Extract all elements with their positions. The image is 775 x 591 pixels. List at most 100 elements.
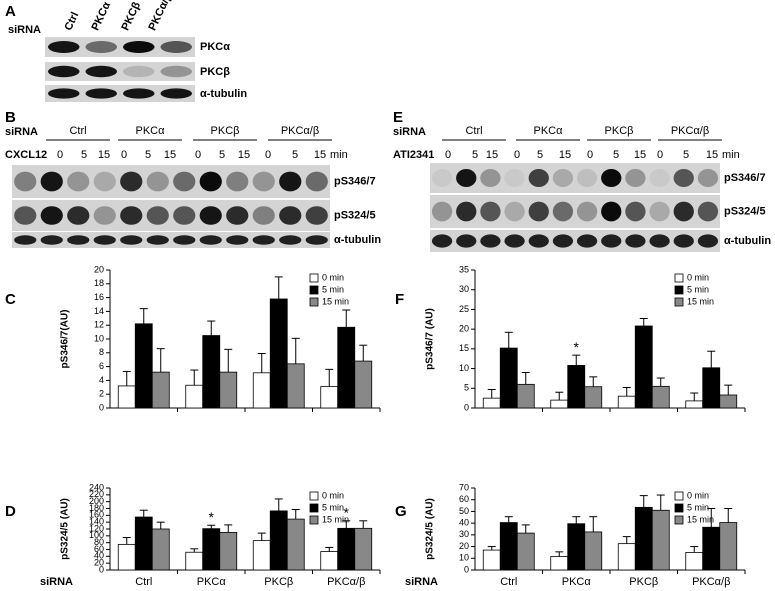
band-label: pS346/7 — [334, 175, 376, 187]
band — [48, 65, 80, 78]
x-tick-label: PKCβ — [264, 576, 293, 588]
x-axis-label: siRNA — [40, 576, 73, 588]
bar — [634, 325, 653, 409]
band-label: α-tubulin — [200, 88, 247, 100]
bar — [634, 506, 653, 571]
x-axis-label: siRNA — [405, 576, 438, 588]
y-tick-label: 16 — [94, 292, 104, 302]
bar — [482, 549, 501, 571]
band — [456, 234, 477, 248]
band — [48, 41, 80, 53]
y-tick-label: 2 — [99, 389, 104, 399]
legend-swatch — [674, 273, 684, 283]
band — [85, 65, 117, 78]
band — [625, 234, 646, 248]
bar — [320, 551, 339, 571]
band — [601, 169, 622, 187]
band — [431, 169, 453, 187]
band-label: α-tubulin — [724, 235, 771, 247]
group-label: PKCβ — [605, 125, 634, 137]
bar — [337, 326, 356, 409]
y-tick-label: 100 — [89, 530, 104, 540]
panel-label: A — [5, 3, 16, 20]
band-label: pS346/7 — [724, 172, 766, 184]
y-tick-label: 20 — [459, 324, 469, 334]
x-tick-label: PKCα/β — [692, 576, 730, 588]
time-label: 15 — [634, 149, 646, 161]
legend-label: 5 min — [687, 502, 709, 512]
band — [625, 169, 646, 187]
legend-label: 5 min — [322, 502, 344, 512]
y-tick-label: 10 — [459, 363, 469, 373]
bar — [617, 395, 636, 409]
band — [456, 169, 477, 187]
time-label: 15 — [706, 149, 718, 161]
band — [697, 234, 719, 248]
legend-label: 0 min — [687, 272, 709, 282]
band — [120, 171, 143, 192]
y-tick-label: 25 — [459, 304, 469, 314]
band — [305, 235, 328, 245]
band-label: PKCα — [200, 41, 230, 53]
y-axis-label: pS346/7(AU) — [60, 310, 71, 369]
lane-label: Ctrl — [62, 10, 81, 32]
blot — [45, 62, 195, 81]
bar — [651, 385, 670, 409]
bar — [584, 386, 603, 409]
bar — [134, 323, 153, 409]
band — [85, 88, 117, 99]
bar — [702, 526, 721, 571]
y-tick-label: 30 — [459, 529, 469, 539]
legend-label: 0 min — [322, 490, 344, 500]
panel-label: E — [393, 109, 403, 126]
y-tick-label: 0 — [464, 564, 469, 574]
time-label: 5 — [613, 149, 619, 161]
band — [480, 234, 501, 248]
group-label: Ctrl — [69, 125, 86, 137]
band — [279, 206, 302, 225]
bar — [499, 347, 518, 409]
y-tick-label: 220 — [89, 489, 104, 499]
group-label: Ctrl — [465, 125, 482, 137]
time-label: 15 — [486, 149, 498, 161]
band — [40, 206, 63, 225]
band — [576, 169, 598, 187]
legend-swatch — [674, 515, 684, 525]
blot — [45, 85, 195, 102]
bar — [320, 386, 339, 409]
bar — [482, 397, 501, 409]
blot — [12, 232, 330, 248]
blot — [45, 37, 195, 57]
band — [528, 234, 549, 248]
bar — [516, 532, 535, 571]
band — [14, 235, 37, 245]
legend-swatch — [674, 285, 684, 295]
y-tick-label: 180 — [89, 503, 104, 513]
y-tick-label: 4 — [99, 375, 104, 385]
bar — [567, 523, 586, 571]
band — [67, 235, 90, 245]
band — [480, 201, 501, 222]
band — [649, 234, 670, 248]
band — [85, 41, 117, 53]
legend-label: 15 min — [687, 296, 714, 306]
band-label: pS324/5 — [334, 209, 376, 221]
band — [673, 201, 694, 222]
band — [67, 171, 90, 192]
bar — [252, 372, 271, 409]
y-tick-label: 20 — [94, 264, 104, 274]
band — [173, 171, 196, 192]
row-label: siRNA — [5, 126, 38, 138]
bar — [151, 528, 170, 571]
band — [14, 171, 37, 192]
band — [173, 206, 196, 225]
y-tick-label: 5 — [464, 383, 469, 393]
bar — [617, 543, 636, 571]
legend-swatch — [309, 491, 319, 501]
band — [552, 201, 574, 222]
blot — [430, 163, 720, 193]
annotation: * — [344, 505, 350, 521]
unit-label: min — [330, 149, 348, 161]
group-label: PKCα/β — [281, 125, 319, 137]
band — [504, 234, 525, 248]
